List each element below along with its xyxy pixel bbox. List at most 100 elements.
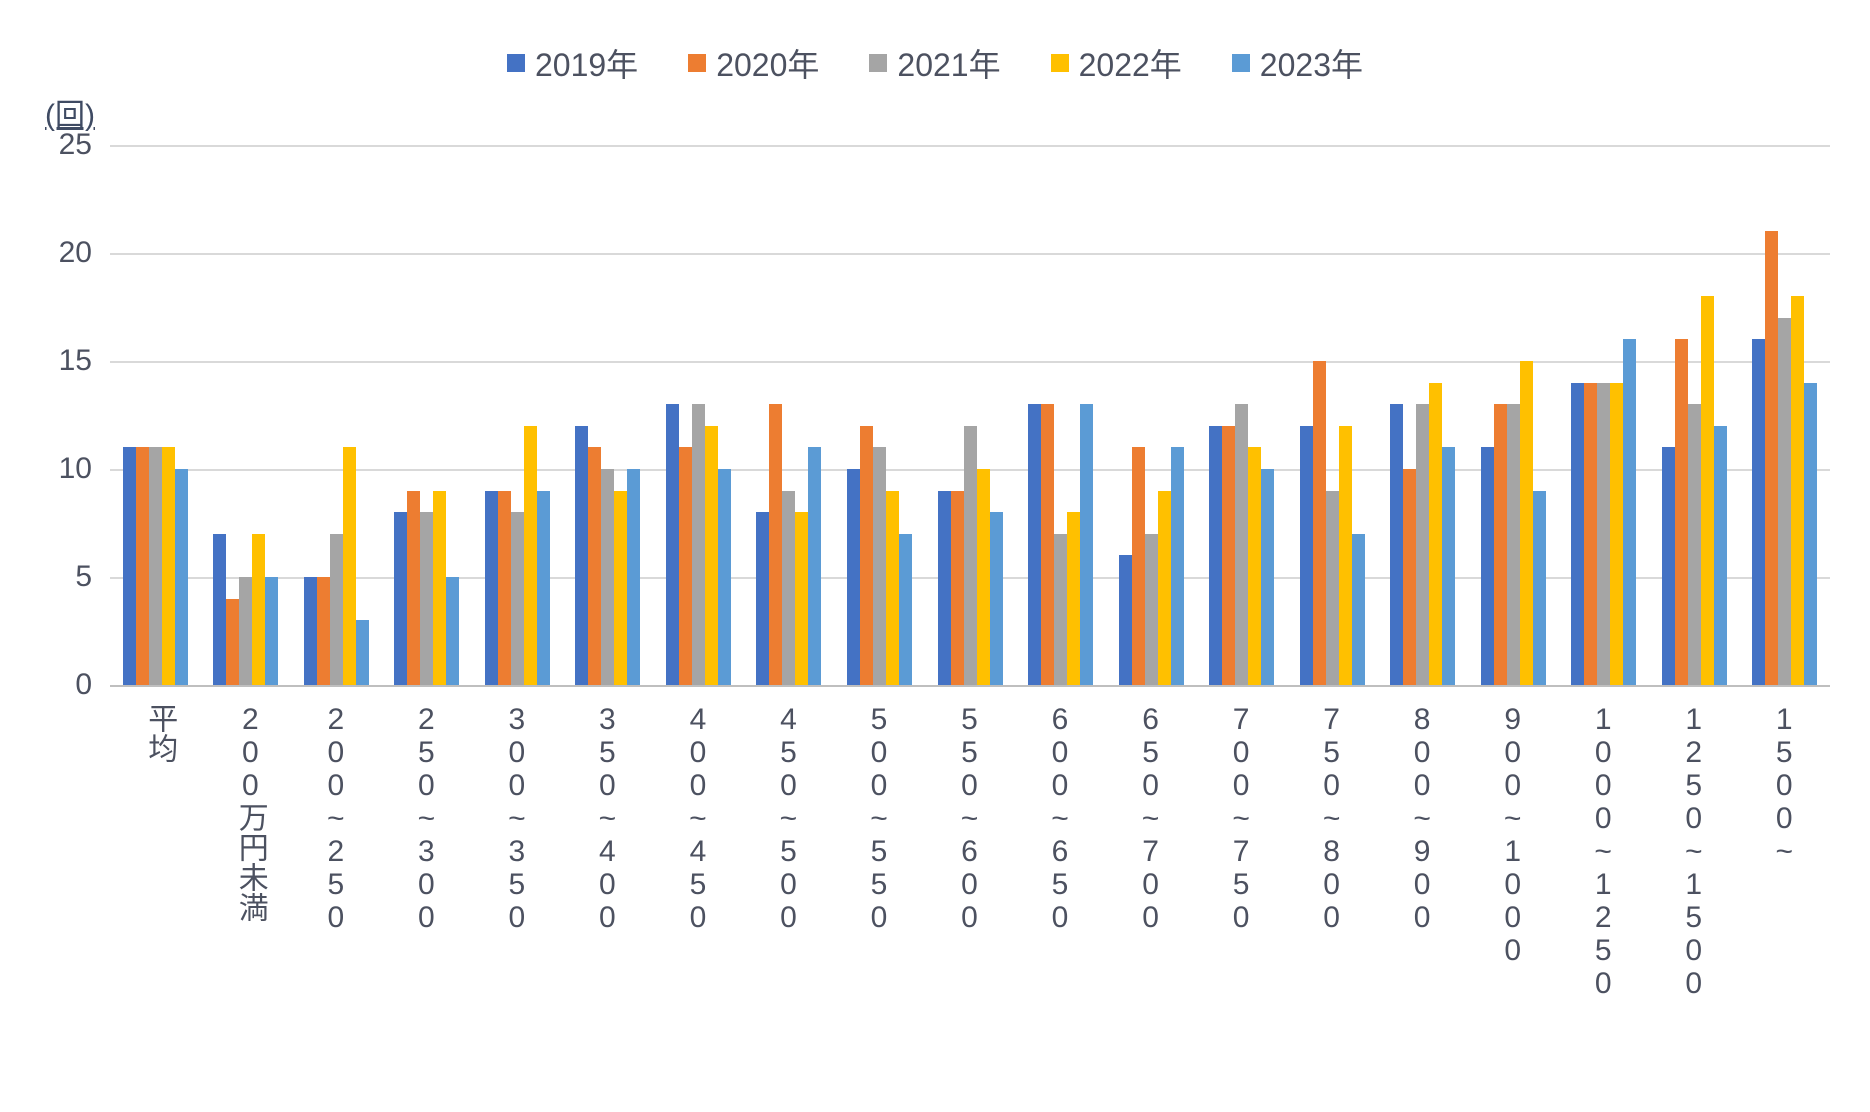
bar — [847, 469, 860, 685]
bar — [795, 512, 808, 685]
bar — [718, 469, 731, 685]
bar — [524, 426, 537, 685]
bar-group — [1571, 145, 1636, 685]
chart-container: 2019年2020年2021年2022年2023年 (回) 0510152025… — [0, 0, 1870, 1112]
bar — [330, 534, 343, 685]
bar — [1584, 383, 1597, 685]
bar — [1778, 318, 1791, 685]
x-tick-label: 250~300 — [409, 685, 443, 934]
bar — [938, 491, 951, 685]
bar — [1610, 383, 1623, 685]
bar — [1261, 469, 1274, 685]
bar — [498, 491, 511, 685]
legend-item: 2019年 — [507, 40, 638, 86]
bar — [1675, 339, 1688, 685]
bar — [1158, 491, 1171, 685]
bar — [511, 512, 524, 685]
legend-swatch — [1051, 54, 1069, 72]
bar — [1571, 383, 1584, 685]
bar-group — [847, 145, 912, 685]
y-tick-label: 5 — [75, 560, 110, 594]
x-tick-label: 700~750 — [1224, 685, 1258, 934]
x-tick-label: 350~400 — [590, 685, 624, 934]
bar — [588, 447, 601, 685]
bar-group — [123, 145, 188, 685]
bar — [1028, 404, 1041, 685]
bar — [575, 426, 588, 685]
bar-group — [938, 145, 1003, 685]
bar-group — [213, 145, 278, 685]
x-tick-label: 200~250 — [318, 685, 352, 934]
bar — [1209, 426, 1222, 685]
legend-swatch — [507, 54, 525, 72]
bar — [1300, 426, 1313, 685]
bar — [1662, 447, 1675, 685]
bar — [1339, 426, 1352, 685]
bar — [1119, 555, 1132, 685]
bar — [977, 469, 990, 685]
bar — [304, 577, 317, 685]
x-tick-label: 800~900 — [1405, 685, 1439, 934]
bar — [1248, 447, 1261, 685]
bar-group — [1481, 145, 1546, 685]
bar — [860, 426, 873, 685]
bar — [226, 599, 239, 685]
bar — [1623, 339, 1636, 685]
bar-group — [1662, 145, 1727, 685]
legend-label: 2020年 — [716, 40, 819, 86]
legend-swatch — [869, 54, 887, 72]
bar — [343, 447, 356, 685]
bar-group — [1752, 145, 1817, 685]
legend-label: 2022年 — [1079, 40, 1182, 86]
bar — [1429, 383, 1442, 685]
bar — [1352, 534, 1365, 685]
bar — [1597, 383, 1610, 685]
bar — [692, 404, 705, 685]
bar-group — [1119, 145, 1184, 685]
x-tick-label: 750~800 — [1314, 685, 1348, 934]
legend-label: 2021年 — [897, 40, 1000, 86]
bar — [1067, 512, 1080, 685]
y-tick-label: 10 — [59, 452, 110, 486]
bar — [1403, 469, 1416, 685]
x-tick-label: 650~700 — [1133, 685, 1167, 934]
bar — [1235, 404, 1248, 685]
bar — [1520, 361, 1533, 685]
bar — [886, 491, 899, 685]
bar — [356, 620, 369, 685]
bar — [1804, 383, 1817, 685]
bar — [1752, 339, 1765, 685]
bar-group — [1028, 145, 1093, 685]
x-tick-label: 平均 — [137, 685, 181, 763]
bar — [407, 491, 420, 685]
x-tick-label: 600~650 — [1043, 685, 1077, 934]
bar — [239, 577, 252, 685]
bar — [1688, 404, 1701, 685]
bar-group — [394, 145, 459, 685]
bar — [756, 512, 769, 685]
bar — [782, 491, 795, 685]
bar — [1714, 426, 1727, 685]
bar — [123, 447, 136, 685]
bar — [1481, 447, 1494, 685]
legend-label: 2019年 — [535, 40, 638, 86]
bar — [1701, 296, 1714, 685]
x-tick-label: 500~550 — [861, 685, 895, 934]
bar — [136, 447, 149, 685]
bar-group — [485, 145, 550, 685]
bar — [1145, 534, 1158, 685]
bar — [1054, 534, 1067, 685]
bar — [485, 491, 498, 685]
bar — [769, 404, 782, 685]
legend-label: 2023年 — [1260, 40, 1363, 86]
bar — [614, 491, 627, 685]
bar — [705, 426, 718, 685]
bar — [433, 491, 446, 685]
legend: 2019年 2020年 2021年 2022年 2023年 — [0, 40, 1870, 86]
bar — [679, 447, 692, 685]
bar — [1080, 404, 1093, 685]
x-tick-label: 550~600 — [952, 685, 986, 934]
bar — [1171, 447, 1184, 685]
bar — [1313, 361, 1326, 685]
x-tick-label: 200万円未満 — [228, 685, 272, 922]
